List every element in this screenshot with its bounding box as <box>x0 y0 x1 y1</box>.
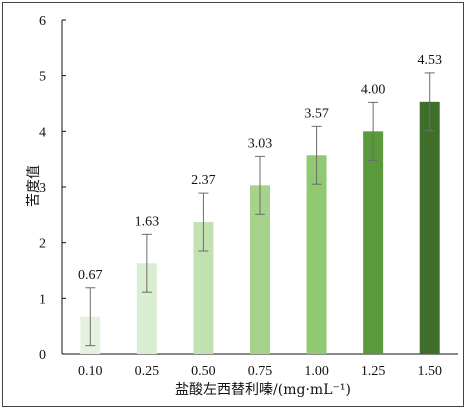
x-tick-label: 0.50 <box>191 364 216 379</box>
data-label: 0.67 <box>78 268 103 283</box>
data-labels: 0.67 1.63 2.37 3.03 3.57 4.00 4.53 <box>78 53 442 283</box>
y-tick-label: 4 <box>39 125 46 140</box>
chart-frame <box>2 2 464 407</box>
x-tick-label: 0.75 <box>248 364 273 379</box>
error-bars <box>85 72 435 347</box>
y-tick-label: 6 <box>39 14 46 29</box>
data-label: 4.00 <box>361 82 386 97</box>
x-tick-label: 1.25 <box>361 364 386 379</box>
bar <box>306 155 327 354</box>
data-label: 3.03 <box>248 136 273 151</box>
data-label: 3.57 <box>304 106 329 121</box>
x-tick-label: 0.10 <box>78 364 103 379</box>
x-tick-label: 0.25 <box>135 364 160 379</box>
data-label: 4.53 <box>417 53 442 68</box>
y-tick-label: 5 <box>39 70 46 85</box>
data-label: 1.63 <box>135 214 160 229</box>
y-tick-label: 3 <box>39 181 46 196</box>
bar <box>419 101 440 354</box>
y-tick-label: 2 <box>39 237 46 252</box>
y-axis-title: 苦度值 <box>26 165 42 207</box>
x-axis-title: 盐酸左西替利嗪/(mg·mL⁻¹) <box>175 382 351 398</box>
data-label: 2.37 <box>191 173 216 188</box>
bar <box>193 222 214 354</box>
bars <box>80 101 440 354</box>
tick-labels: 0 1 2 3 4 5 6 0.10 0.25 0.50 0.75 1.00 1.25 1.50 <box>39 14 442 379</box>
bar <box>363 131 384 354</box>
x-tick-label: 1.50 <box>417 364 442 379</box>
bar <box>136 263 157 354</box>
y-tick-label: 1 <box>39 292 46 307</box>
x-tick-label: 1.00 <box>304 364 329 379</box>
bar <box>250 185 270 354</box>
y-tick-label: 0 <box>39 348 46 363</box>
